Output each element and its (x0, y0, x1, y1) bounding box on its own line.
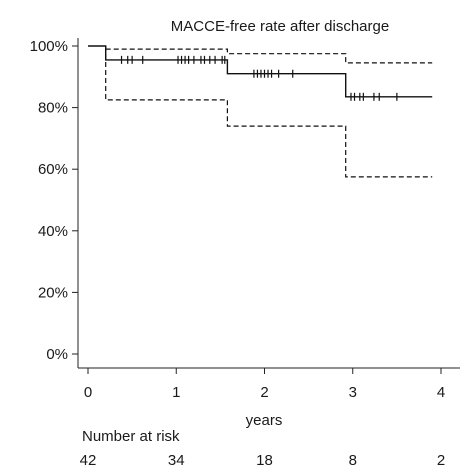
series-layer (88, 45, 433, 178)
y-axis: 0% 20% 40% 60% 80% 100% (30, 38, 78, 363)
x-tick-label: 3 (349, 384, 357, 401)
x-tick-label: 1 (172, 384, 180, 401)
y-tick-label: 0% (46, 346, 68, 363)
y-tick-label: 100% (30, 38, 68, 55)
chart-title: MACCE-free rate after discharge (171, 18, 389, 35)
y-tick-label: 80% (38, 100, 68, 117)
x-tick-label: 2 (260, 384, 268, 401)
y-tick-label: 60% (38, 161, 68, 178)
x-axis: 0 1 2 3 4 (84, 368, 445, 401)
risk-table-title: Number at risk (82, 428, 180, 445)
risk-count: 2 (437, 452, 445, 469)
risk-count: 8 (349, 452, 357, 469)
risk-count: 42 (80, 452, 97, 469)
y-tick-label: 40% (38, 223, 68, 240)
y-tick-label: 20% (38, 284, 68, 301)
plot-area (77, 38, 460, 369)
risk-count: 18 (256, 452, 273, 469)
x-tick-label: 4 (437, 384, 445, 401)
confidence-bound-2 (105, 46, 433, 178)
survival-curve (88, 45, 433, 98)
risk-table-row: 42 34 18 8 2 (80, 452, 446, 469)
x-axis-label: years (246, 412, 283, 429)
x-tick-label: 0 (84, 384, 92, 401)
confidence-bound-1 (105, 48, 433, 64)
risk-count: 34 (168, 452, 185, 469)
